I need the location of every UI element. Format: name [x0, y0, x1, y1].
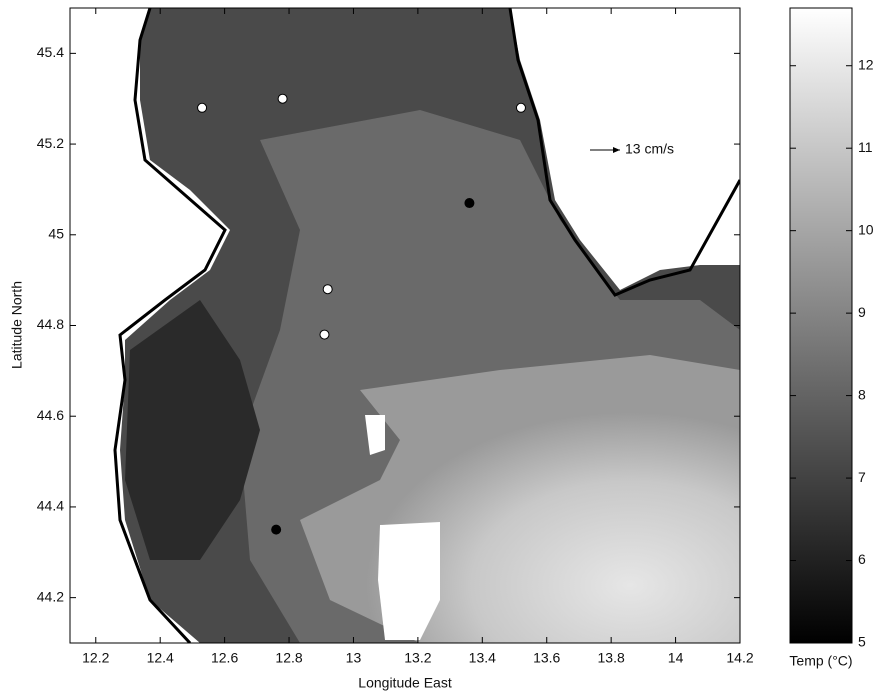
station: [515, 102, 526, 113]
x-tick-label: 12.2: [82, 650, 109, 666]
station: [464, 198, 475, 209]
colorbar: [789, 7, 853, 644]
sea-dark: [125, 300, 260, 560]
x-tick-label: 12.8: [275, 650, 302, 666]
y-tick-label: 44.4: [37, 498, 64, 514]
colorbar-tick-label: 10: [858, 221, 874, 237]
x-tick-label: 13.4: [469, 650, 496, 666]
map-field: [70, 8, 740, 643]
y-tick-label: 44.8: [37, 316, 64, 332]
colorbar-tick-label: 7: [858, 469, 866, 485]
x-tick-label: 14: [668, 650, 684, 666]
station: [322, 284, 333, 295]
x-tick-label: 12.6: [211, 650, 238, 666]
y-tick-label: 45: [48, 225, 64, 241]
x-axis-label: Longitude East: [358, 675, 452, 691]
data-gap: [378, 522, 440, 640]
colorbar-tick-label: 6: [858, 551, 866, 567]
colorbar-tick-label: 12: [858, 56, 874, 72]
colorbar-tick-label: 11: [858, 139, 873, 155]
station: [271, 524, 282, 535]
scale-arrow-head: [613, 147, 620, 153]
data-gap: [365, 415, 385, 455]
x-tick-label: 13.8: [598, 650, 625, 666]
scale-label: 13 cm/s: [625, 141, 674, 157]
y-axis-label: Latitude North: [9, 281, 25, 369]
colorbar-tick-label: 5: [858, 634, 866, 650]
station: [197, 102, 208, 113]
colorbar-tick-label: 8: [858, 386, 866, 402]
y-tick-label: 44.6: [37, 407, 64, 423]
x-tick-label: 12.4: [147, 650, 174, 666]
x-tick-label: 14.2: [726, 650, 753, 666]
coastline: [113, 8, 227, 643]
y-tick-label: 44.2: [37, 588, 64, 604]
colorbar-label: Temp (°C): [789, 653, 852, 669]
colorbar-tick-label: 9: [858, 304, 866, 320]
x-tick-label: 13: [346, 650, 362, 666]
station: [319, 329, 330, 340]
x-tick-label: 13.2: [404, 650, 431, 666]
station: [277, 93, 288, 104]
coastline: [508, 8, 740, 297]
y-tick-label: 45.4: [37, 44, 64, 60]
y-tick-label: 45.2: [37, 135, 64, 151]
x-tick-label: 13.6: [533, 650, 560, 666]
